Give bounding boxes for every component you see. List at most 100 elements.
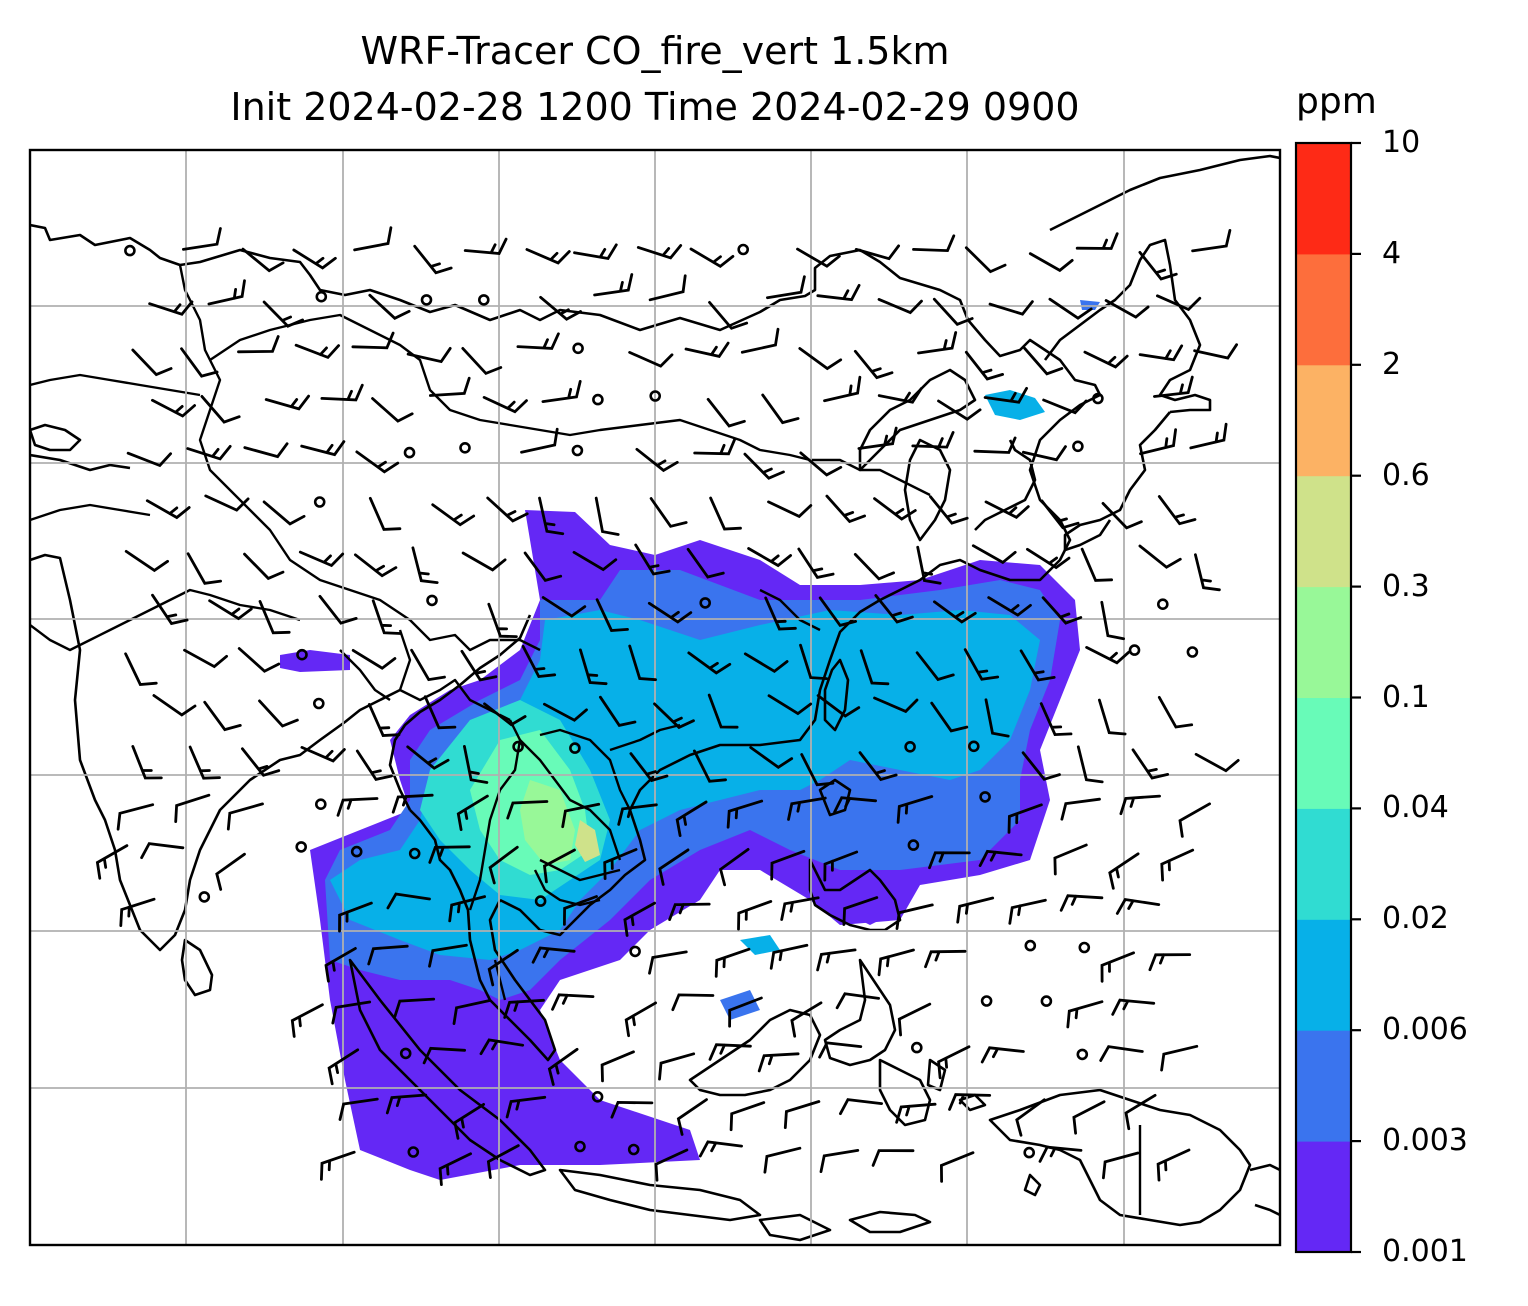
wind-barb <box>488 845 519 885</box>
wind-barb <box>368 496 402 531</box>
calm-wind-circle <box>426 594 438 607</box>
calm-wind-circle <box>574 1140 586 1153</box>
wind-barb <box>542 848 576 884</box>
wind-barb <box>371 397 414 423</box>
wind-barb <box>243 442 289 459</box>
calm-wind-circle <box>313 496 326 508</box>
calm-wind-circle <box>591 1091 604 1103</box>
wind-barb <box>525 248 571 265</box>
wind-barb <box>258 600 291 635</box>
colorbar <box>1296 141 1361 1254</box>
wind-barb <box>298 550 345 568</box>
wind-barb <box>857 426 898 450</box>
colorbar-unit-label: ppm <box>1296 81 1377 122</box>
wind-barb <box>95 844 129 880</box>
wind-barb <box>873 497 917 521</box>
wind-barb <box>1023 346 1064 376</box>
wind-barb <box>1099 1045 1144 1062</box>
calm-wind-circle <box>649 390 662 402</box>
wind-barb <box>431 503 476 527</box>
wind-barb <box>948 1093 992 1111</box>
wind-barb <box>1060 797 1101 821</box>
wind-barb <box>897 1002 932 1037</box>
wind-barb <box>294 343 340 360</box>
wind-barb <box>208 599 253 621</box>
wind-barb <box>422 1046 466 1065</box>
wind-barb <box>262 300 304 328</box>
wind-barb <box>1038 1145 1083 1163</box>
wind-barb <box>393 997 436 1018</box>
calm-wind-circle <box>1023 1146 1035 1159</box>
wind-barb <box>355 749 393 781</box>
colorbar-bin <box>1296 808 1351 920</box>
wind-barb <box>912 234 956 253</box>
wind-barb <box>799 643 829 680</box>
calm-wind-circle <box>295 841 308 853</box>
calm-wind-circle <box>1040 995 1053 1007</box>
wind-barb <box>479 1038 525 1056</box>
tracer-region-phil <box>840 870 900 925</box>
colorbar-bin <box>1296 143 1351 255</box>
wind-barb <box>320 1150 356 1181</box>
wind-barb <box>1007 803 1043 834</box>
wind-barb <box>486 496 529 523</box>
wind-barb <box>429 376 471 397</box>
wind-barb <box>623 901 656 937</box>
calm-wind-circle <box>1092 392 1104 405</box>
wind-barb <box>818 596 857 627</box>
wind-barb <box>911 431 955 449</box>
wind-barb <box>516 332 560 350</box>
wind-barb <box>709 496 742 531</box>
wind-barb <box>423 695 457 730</box>
wind-barb <box>1075 232 1119 250</box>
wind-barb <box>503 998 545 1019</box>
wind-barb <box>871 1149 915 1167</box>
wind-barb <box>203 700 242 732</box>
wind-barb <box>1101 502 1143 530</box>
wind-barb <box>988 300 1034 316</box>
wind-barb <box>599 695 637 727</box>
colorbar-tick-label: 0.001 <box>1382 1234 1468 1269</box>
wind-barb <box>226 802 264 831</box>
calm-wind-circle <box>967 740 980 753</box>
colorbar-bin <box>1296 586 1351 698</box>
wind-barb <box>835 992 880 1010</box>
wind-barb <box>676 1098 708 1136</box>
wind-barb <box>215 852 246 891</box>
wind-barb <box>874 594 914 624</box>
calm-wind-circle <box>907 839 920 851</box>
wind-barb <box>932 297 974 326</box>
wind-barb <box>783 1100 821 1129</box>
wind-barb <box>1066 1000 1104 1029</box>
wind-barb <box>320 383 364 402</box>
wind-barb <box>764 596 797 631</box>
wind-barb <box>916 545 942 585</box>
wind-barb <box>1138 251 1178 281</box>
wind-barb <box>1015 1098 1046 1137</box>
wind-barb <box>367 944 409 966</box>
wind-barb <box>799 451 843 477</box>
wind-barb <box>693 437 737 456</box>
calm-wind-circle <box>571 444 584 457</box>
wind-barb <box>833 796 877 814</box>
wind-barb <box>595 598 629 632</box>
calm-wind-circle <box>1128 644 1141 656</box>
colorbar-tick-label: 0.1 <box>1382 679 1430 715</box>
wind-barb <box>877 387 923 404</box>
wind-barb <box>151 398 196 418</box>
map-title-line-2: Init 2024-02-28 1200 Time 2024-02-29 090… <box>230 85 1080 129</box>
calm-wind-circle <box>1157 598 1169 611</box>
wind-barb <box>624 1001 657 1038</box>
wind-barb <box>1104 299 1150 319</box>
wind-barb <box>823 850 859 882</box>
wind-barb <box>747 547 792 568</box>
wind-barb <box>410 648 446 682</box>
wind-barb <box>1080 547 1113 582</box>
wind-barb <box>971 544 1017 565</box>
wind-barb <box>538 496 565 536</box>
wind-barb <box>636 244 683 260</box>
wind-barb <box>406 347 452 364</box>
wind-barb <box>653 702 695 730</box>
wind-barb <box>539 295 582 321</box>
calm-wind-circle <box>1186 646 1199 658</box>
